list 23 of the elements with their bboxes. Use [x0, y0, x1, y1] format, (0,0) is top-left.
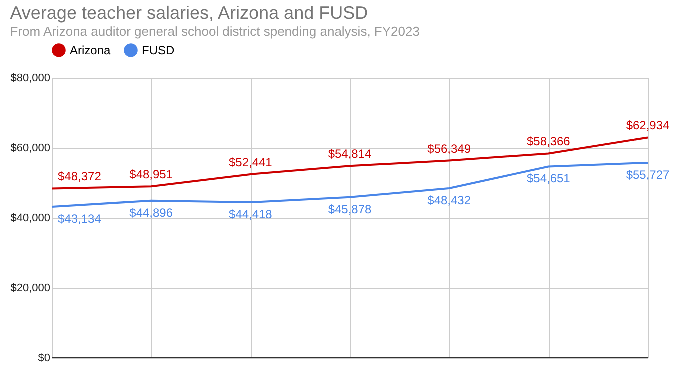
data-label: $52,441 — [228, 155, 273, 170]
data-label: $44,418 — [228, 208, 273, 222]
data-label: $62,934 — [626, 118, 670, 133]
data-label: $56,349 — [428, 142, 472, 156]
data-label: $44,896 — [130, 206, 174, 220]
legend-label: Arizona — [70, 43, 112, 58]
data-label: $43,134 — [58, 212, 102, 226]
y-tick-label: $60,000 — [10, 142, 50, 154]
chart-subtitle: From Arizona auditor general school district spending analysis, FY2023 — [10, 24, 420, 39]
data-label: $58,366 — [526, 134, 571, 149]
data-label: $54,651 — [526, 172, 571, 186]
data-label: $55,727 — [626, 168, 670, 182]
legend-label: FUSD — [142, 43, 175, 58]
data-label: $48,432 — [428, 193, 472, 208]
y-tick-label: $20,000 — [10, 282, 50, 294]
chart-title: Average teacher salaries, Arizona and FUSD — [10, 3, 368, 23]
y-tick-label: $0 — [38, 352, 50, 364]
data-label: $54,814 — [328, 147, 372, 162]
data-label: $48,372 — [58, 170, 102, 184]
y-tick-label: $80,000 — [10, 72, 50, 84]
y-tick-label: $40,000 — [10, 212, 50, 224]
data-label: $45,878 — [328, 202, 372, 216]
data-label: $48,951 — [130, 168, 174, 182]
